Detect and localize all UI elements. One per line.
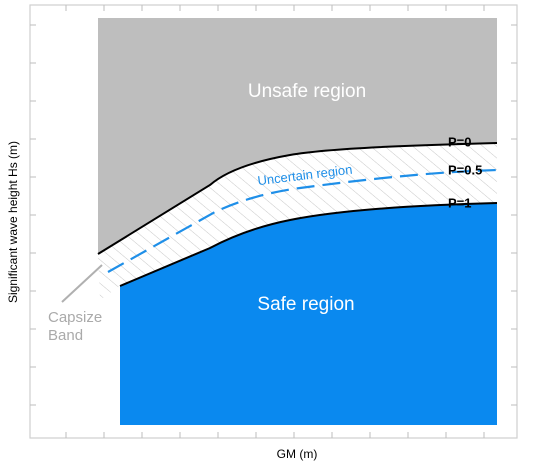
x-axis-label: GM (m): [277, 447, 318, 461]
axis-ticks: [30, 5, 517, 438]
safe-label: Safe region: [257, 294, 354, 315]
capsize-label: Band: [48, 327, 83, 344]
p05-curve: [107, 168, 498, 273]
p0-label: P=0: [448, 134, 472, 149]
p05-label: P=0.5: [448, 162, 482, 177]
capsize-label: Capsize: [48, 309, 102, 326]
p1-curve: [119, 202, 498, 287]
p0-curve: [97, 142, 498, 255]
p1-label: P=1: [448, 195, 472, 210]
capsize-pointer: [61, 264, 103, 303]
uncertain-area: [98, 143, 497, 300]
unsafe-label: Unsafe region: [248, 81, 366, 102]
unsafe-area: [98, 18, 497, 254]
safe-area: [120, 203, 497, 425]
y-axis-label: Significant wave height Hs (m): [6, 141, 20, 303]
